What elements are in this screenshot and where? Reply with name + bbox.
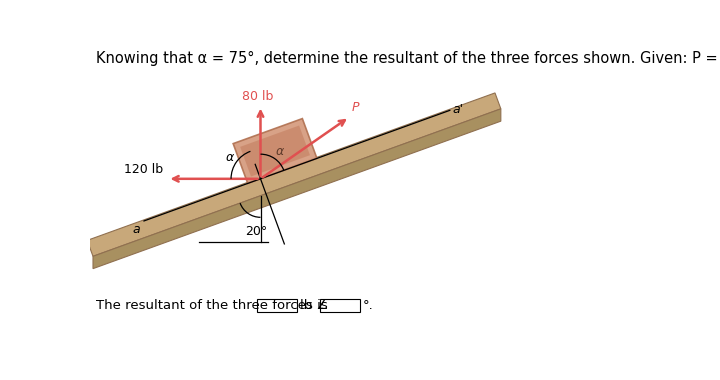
Text: Knowing that α = 75°, determine the resultant of the three forces shown. Given: : Knowing that α = 75°, determine the resu… — [96, 51, 720, 66]
Polygon shape — [87, 93, 501, 256]
Bar — [256, 299, 297, 312]
Text: lb ∠: lb ∠ — [300, 299, 328, 312]
Bar — [320, 299, 361, 312]
Polygon shape — [233, 119, 317, 184]
Text: 20°: 20° — [246, 225, 268, 238]
Text: P: P — [351, 101, 359, 114]
Text: a: a — [132, 223, 140, 236]
Text: The resultant of the three forces is: The resultant of the three forces is — [96, 299, 328, 312]
Text: 120 lb: 120 lb — [125, 163, 163, 176]
Polygon shape — [93, 109, 501, 269]
Polygon shape — [240, 125, 310, 177]
Text: °.: °. — [363, 299, 374, 312]
Text: a': a' — [453, 103, 464, 116]
Text: 80 lb: 80 lb — [243, 90, 274, 103]
Text: α: α — [276, 144, 284, 158]
Text: α: α — [226, 151, 234, 164]
